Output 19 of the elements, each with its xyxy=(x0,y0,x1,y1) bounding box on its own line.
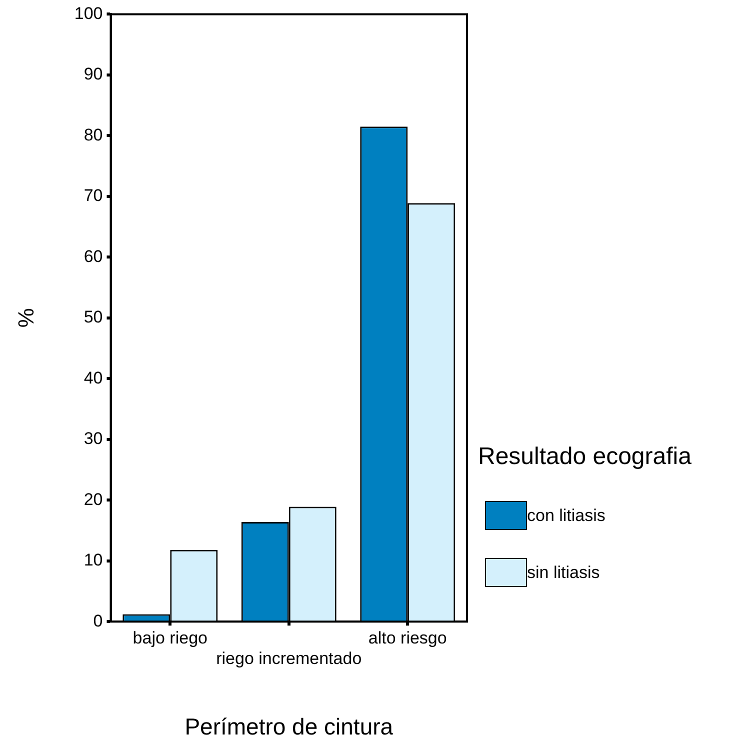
y-tick-label: 20 xyxy=(84,490,103,509)
y-tick-label: 30 xyxy=(84,429,103,448)
x-axis-title: Perímetro de cintura xyxy=(184,714,394,740)
y-tick-label: 60 xyxy=(84,246,103,266)
y-tick-label: 80 xyxy=(84,125,103,144)
y-tick-label: 50 xyxy=(84,308,103,327)
y-tick-label: 90 xyxy=(84,64,103,84)
y-tick-label: 70 xyxy=(84,186,103,206)
x-tick-label: alto riesgo xyxy=(368,628,447,648)
y-axis-title: % xyxy=(13,308,38,328)
legend-title: Resultado ecografia xyxy=(478,443,692,471)
legend-label: con litiasis xyxy=(527,506,606,526)
x-tick-label: riego incrementado xyxy=(216,648,362,668)
legend-label: sin litiasis xyxy=(527,562,600,582)
y-tick-label: 10 xyxy=(84,550,103,570)
y-tick-label: 100 xyxy=(74,4,103,23)
y-tick-label: 40 xyxy=(84,368,103,388)
y-tick-label: 0 xyxy=(93,611,103,630)
x-tick-label: bajo riego xyxy=(132,628,208,648)
